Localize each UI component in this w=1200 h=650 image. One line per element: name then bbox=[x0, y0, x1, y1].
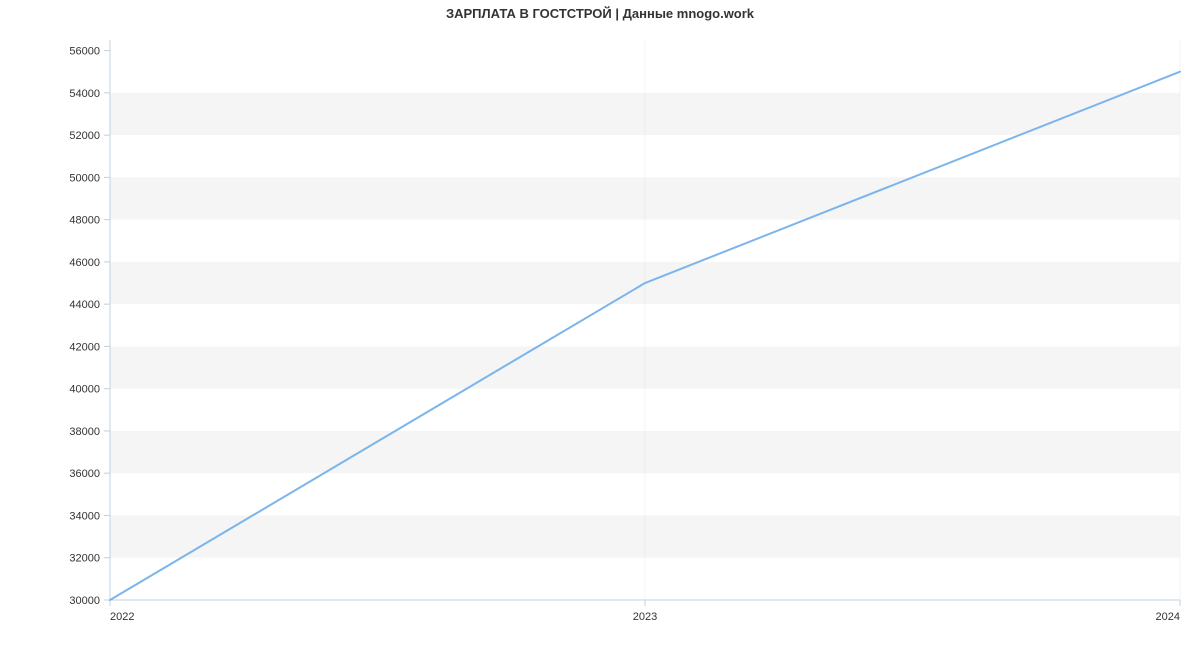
svg-text:56000: 56000 bbox=[69, 46, 100, 58]
svg-text:34000: 34000 bbox=[69, 510, 100, 522]
svg-text:2022: 2022 bbox=[110, 611, 134, 623]
svg-text:52000: 52000 bbox=[69, 130, 100, 142]
svg-text:54000: 54000 bbox=[69, 88, 100, 100]
svg-text:38000: 38000 bbox=[69, 426, 100, 438]
svg-text:42000: 42000 bbox=[69, 341, 100, 353]
chart-svg: 30000 32000 34000 36000 38000 40000 42000 44000… bbox=[0, 0, 1200, 650]
svg-text:48000: 48000 bbox=[69, 215, 100, 227]
svg-text:32000: 32000 bbox=[69, 553, 100, 565]
svg-text:50000: 50000 bbox=[69, 172, 100, 184]
svg-text:2023: 2023 bbox=[633, 611, 657, 623]
svg-text:2024: 2024 bbox=[1156, 611, 1180, 623]
svg-text:46000: 46000 bbox=[69, 257, 100, 269]
svg-text:30000: 30000 bbox=[69, 595, 100, 607]
svg-text:40000: 40000 bbox=[69, 384, 100, 396]
svg-text:36000: 36000 bbox=[69, 468, 100, 480]
salary-line-chart: ЗАРПЛАТА В ГОСТСТРОЙ | Данные mnogo.work… bbox=[0, 0, 1200, 650]
svg-text:44000: 44000 bbox=[69, 299, 100, 311]
